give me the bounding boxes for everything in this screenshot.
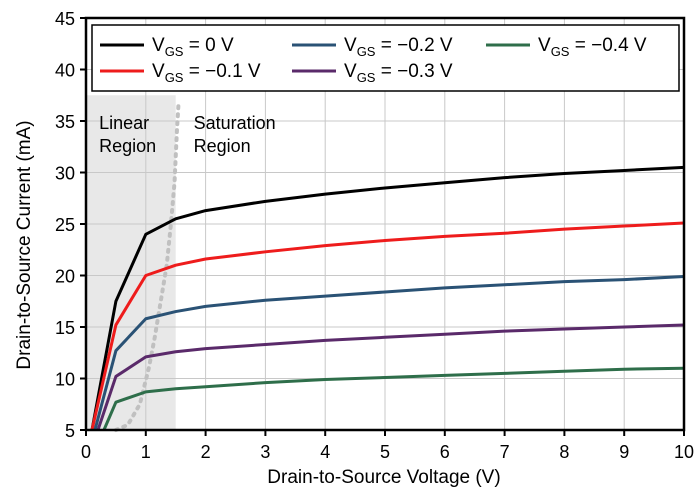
x-tick-label: 7 <box>500 442 510 462</box>
legend-label-3: VGS = −0.3 V <box>344 61 453 85</box>
legend-box <box>91 24 680 92</box>
series-line-1 <box>90 221 685 431</box>
x-tick-label: 9 <box>619 442 629 462</box>
x-tick-label: 5 <box>380 442 390 462</box>
legend: VGS = 0 V VGS = −0.2 V VGS = −0.4 V VGS = −… <box>91 24 680 92</box>
x-tick-label: 0 <box>81 442 91 462</box>
region-label-1: Saturation Region <box>194 113 276 156</box>
series-line-0 <box>90 165 685 431</box>
x-tick-label: 1 <box>141 442 151 462</box>
y-tick-label: 5 <box>65 421 75 441</box>
x-tick-label: 3 <box>260 442 270 462</box>
legend-label-1: VGS = −0.1 V <box>152 61 261 85</box>
x-tick-label: 8 <box>559 442 569 462</box>
x-axis-title: Drain-to-Source Voltage (V) <box>267 467 500 488</box>
linear-saturation-boundary <box>113 98 181 432</box>
series-line-2 <box>93 275 685 431</box>
legend-label-4: VGS = −0.4 V <box>538 35 647 59</box>
legend-label-0: VGS = 0 V <box>152 35 234 59</box>
y-tick-label: 45 <box>55 9 75 29</box>
series-line-3 <box>96 323 685 431</box>
y-tick-label: 10 <box>55 370 75 390</box>
series-lines <box>90 98 685 432</box>
annotations: Linear Region Saturation Region <box>99 113 276 156</box>
x-tick-label: 2 <box>201 442 211 462</box>
x-tick-label: 6 <box>440 442 450 462</box>
region-label-0: Linear Region <box>99 113 156 156</box>
legend-label-2: VGS = −0.2 V <box>344 35 453 59</box>
y-tick-label: 15 <box>55 318 75 338</box>
y-tick-label: 30 <box>55 164 75 184</box>
y-tick-label: 25 <box>55 215 75 235</box>
y-tick-label: 20 <box>55 267 75 287</box>
x-tick-label: 10 <box>674 442 694 462</box>
y-tick-label: 35 <box>55 112 75 132</box>
y-tick-label: 40 <box>55 61 75 81</box>
x-tick-label: 4 <box>320 442 330 462</box>
series-line-4 <box>102 366 685 431</box>
y-axis-title: Drain-to-Source Current (mA) <box>14 120 35 369</box>
